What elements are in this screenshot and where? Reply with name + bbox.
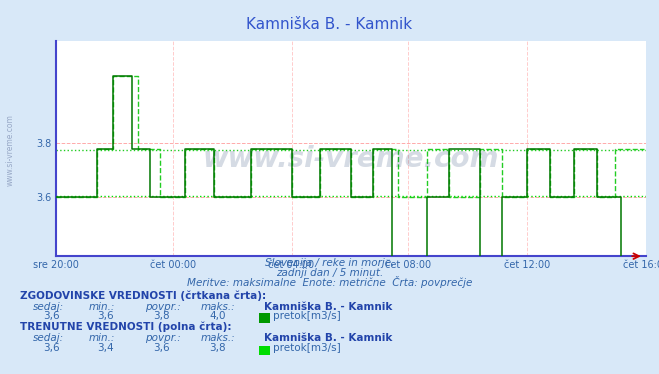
Text: Meritve: maksimalne  Enote: metrične  Črta: povprečje: Meritve: maksimalne Enote: metrične Črta… [186, 276, 473, 288]
Text: Kamniška B. - Kamnik: Kamniška B. - Kamnik [264, 333, 392, 343]
Text: pretok[m3/s]: pretok[m3/s] [273, 343, 341, 353]
Text: ZGODOVINSKE VREDNOSTI (črtkana črta):: ZGODOVINSKE VREDNOSTI (črtkana črta): [20, 291, 266, 301]
Text: povpr.:: povpr.: [145, 303, 181, 312]
Text: 3,6: 3,6 [154, 343, 170, 353]
Text: min.:: min.: [89, 303, 115, 312]
Text: min.:: min.: [89, 333, 115, 343]
Text: Kamniška B. - Kamnik: Kamniška B. - Kamnik [264, 303, 392, 312]
Text: www.si-vreme.com: www.si-vreme.com [5, 114, 14, 186]
Text: Kamniška B. - Kamnik: Kamniška B. - Kamnik [246, 17, 413, 32]
Text: 3,4: 3,4 [98, 343, 114, 353]
Text: 3,6: 3,6 [43, 311, 59, 321]
Text: www.si-vreme.com: www.si-vreme.com [203, 145, 499, 174]
Text: pretok[m3/s]: pretok[m3/s] [273, 311, 341, 321]
Text: sedaj:: sedaj: [33, 303, 64, 312]
Text: TRENUTNE VREDNOSTI (polna črta):: TRENUTNE VREDNOSTI (polna črta): [20, 321, 231, 332]
Text: sedaj:: sedaj: [33, 333, 64, 343]
Text: maks.:: maks.: [201, 333, 236, 343]
Text: 3,6: 3,6 [43, 343, 59, 353]
Text: povpr.:: povpr.: [145, 333, 181, 343]
Text: 4,0: 4,0 [210, 311, 226, 321]
Text: 3,8: 3,8 [154, 311, 170, 321]
Text: Slovenija / reke in morje.: Slovenija / reke in morje. [265, 258, 394, 267]
Text: maks.:: maks.: [201, 303, 236, 312]
Text: 3,8: 3,8 [210, 343, 226, 353]
Text: zadnji dan / 5 minut.: zadnji dan / 5 minut. [276, 268, 383, 278]
Text: 3,6: 3,6 [98, 311, 114, 321]
